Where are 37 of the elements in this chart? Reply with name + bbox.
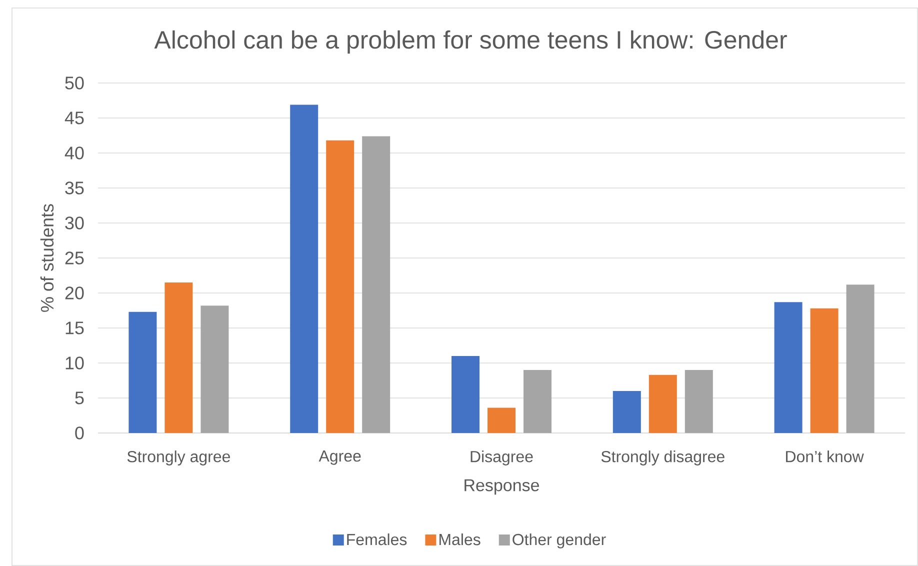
bar — [648, 374, 677, 433]
bar — [524, 370, 552, 433]
y-tick-label: 40 — [64, 146, 84, 160]
y-tick-label: 50 — [65, 76, 84, 90]
legend-label: Males — [440, 533, 480, 546]
x-tick-label: Disagree — [470, 450, 533, 466]
bar — [684, 370, 713, 433]
legend-label: Females — [347, 533, 407, 546]
bar — [326, 140, 354, 433]
y-tick-label: 45 — [64, 112, 84, 124]
bar — [612, 391, 641, 433]
bar — [362, 136, 390, 433]
bar — [290, 104, 318, 433]
y-tick-label: 15 — [66, 322, 84, 334]
bar — [164, 282, 193, 433]
x-axis-title: Response — [464, 479, 540, 495]
bar — [452, 356, 480, 433]
legend-label: Other gender — [512, 533, 606, 548]
chart-title: Alcohol can be a problem for some teens I know: Gender — [154, 30, 787, 54]
y-tick-label: 25 — [65, 252, 84, 264]
bar — [810, 308, 838, 433]
x-tick-label: Strongly agree — [127, 450, 230, 466]
y-tick-label: 35 — [65, 182, 84, 194]
bar — [200, 306, 229, 433]
y-tick-label: 30 — [65, 216, 84, 230]
y-tick-label: 20 — [65, 286, 84, 300]
y-tick-label: 5 — [75, 392, 84, 404]
bar — [488, 408, 516, 433]
y-tick-label: 0 — [75, 426, 84, 440]
x-tick-label: Don’t know — [786, 450, 864, 462]
y-axis-title: % of students — [40, 204, 54, 312]
y-tick-label: 10 — [66, 356, 84, 370]
bar — [774, 302, 802, 433]
bar — [128, 312, 157, 433]
x-tick-label: Agree — [318, 450, 361, 465]
x-tick-label: Strongly disagree — [601, 450, 724, 466]
bar — [846, 284, 874, 433]
